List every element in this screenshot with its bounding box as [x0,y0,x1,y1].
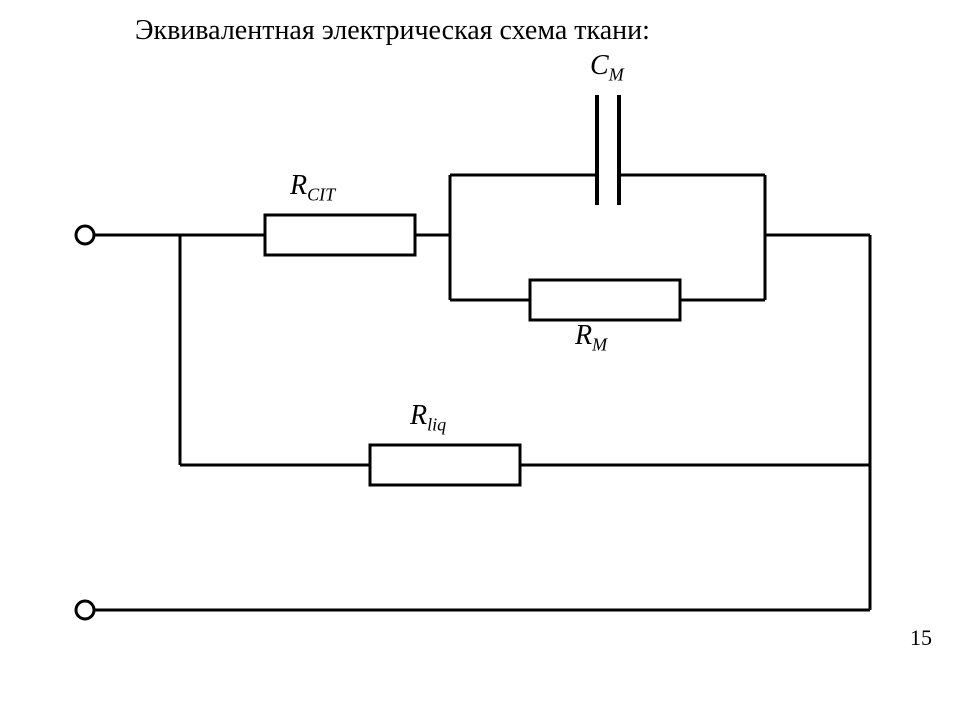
label-rm-sub: M [592,335,607,355]
label-rcit-sub: CIT [307,185,335,205]
label-cm-sub: M [609,65,624,85]
label-rliq-main: R [410,400,427,431]
label-cm-main: C [590,50,609,81]
label-rcit-main: R [290,170,307,201]
label-rm-main: R [575,320,592,351]
circuit-diagram: Эквивалентная электрическая схема ткани:… [0,0,960,720]
label-rcit: RCIT [290,170,335,206]
circuit-svg [0,0,960,720]
label-rliq: Rliq [410,400,446,436]
label-cm: CM [590,50,624,86]
page-number: 15 [910,625,932,651]
label-rm: RM [575,320,607,356]
label-rliq-sub: liq [427,415,446,435]
